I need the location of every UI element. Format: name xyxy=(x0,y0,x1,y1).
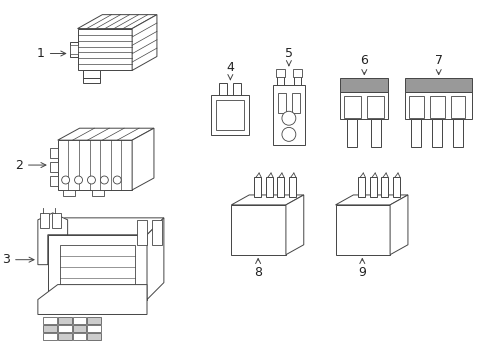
Circle shape xyxy=(113,176,121,184)
Circle shape xyxy=(282,127,295,141)
Bar xyxy=(340,78,387,92)
Bar xyxy=(370,119,380,147)
Bar xyxy=(408,96,423,118)
Bar xyxy=(72,318,86,324)
Bar xyxy=(288,177,295,197)
Polygon shape xyxy=(132,128,154,190)
Bar xyxy=(219,84,227,97)
Polygon shape xyxy=(231,195,303,205)
Bar xyxy=(152,220,162,245)
Bar xyxy=(358,177,365,197)
Bar xyxy=(72,333,86,340)
Bar xyxy=(429,96,444,118)
Polygon shape xyxy=(132,15,157,71)
Bar xyxy=(58,140,132,190)
Bar xyxy=(275,69,285,77)
Bar xyxy=(404,92,471,119)
Bar xyxy=(69,41,78,58)
Polygon shape xyxy=(147,218,163,300)
Bar xyxy=(58,325,71,332)
Bar xyxy=(335,205,389,255)
Bar xyxy=(410,119,420,147)
Polygon shape xyxy=(285,195,303,255)
Bar xyxy=(452,119,462,147)
Bar xyxy=(40,213,49,228)
Bar xyxy=(231,205,285,255)
Bar xyxy=(272,85,304,145)
Bar xyxy=(404,78,471,92)
Bar xyxy=(254,177,261,197)
Bar xyxy=(449,96,465,118)
Circle shape xyxy=(87,176,95,184)
Bar xyxy=(52,213,61,228)
Text: 8: 8 xyxy=(254,258,262,279)
Circle shape xyxy=(75,176,82,184)
Bar xyxy=(60,245,135,289)
Bar xyxy=(78,28,132,71)
Bar xyxy=(62,190,75,196)
Polygon shape xyxy=(38,213,67,265)
Bar xyxy=(380,177,387,197)
Bar xyxy=(292,69,301,77)
Bar xyxy=(43,333,57,340)
Bar xyxy=(87,318,101,324)
Circle shape xyxy=(61,176,69,184)
Polygon shape xyxy=(58,128,154,140)
Bar xyxy=(293,75,300,89)
Polygon shape xyxy=(389,195,407,255)
Text: 9: 9 xyxy=(358,258,366,279)
Bar xyxy=(58,318,71,324)
Bar xyxy=(216,100,244,130)
Bar xyxy=(69,45,78,54)
Bar xyxy=(72,325,86,332)
Bar xyxy=(276,177,284,197)
Bar xyxy=(43,318,57,324)
Bar xyxy=(265,177,272,197)
Bar xyxy=(233,84,241,97)
Bar xyxy=(50,176,58,186)
Bar xyxy=(82,78,100,84)
Bar xyxy=(276,75,284,89)
Text: 2: 2 xyxy=(15,158,46,172)
Circle shape xyxy=(100,176,108,184)
Text: 7: 7 xyxy=(434,54,442,75)
Bar xyxy=(344,96,361,118)
Bar xyxy=(431,119,441,147)
Bar xyxy=(291,93,299,113)
Bar xyxy=(211,95,249,135)
Polygon shape xyxy=(335,195,407,205)
Bar xyxy=(137,220,147,245)
Bar xyxy=(50,162,58,172)
Polygon shape xyxy=(38,285,147,315)
Polygon shape xyxy=(78,15,157,28)
Bar xyxy=(92,190,104,196)
Bar xyxy=(340,92,387,119)
Text: 3: 3 xyxy=(2,253,34,266)
Bar xyxy=(50,148,58,158)
Circle shape xyxy=(282,111,295,125)
Text: 1: 1 xyxy=(37,47,65,60)
Bar xyxy=(346,119,357,147)
Bar xyxy=(87,325,101,332)
Text: 6: 6 xyxy=(360,54,367,75)
Bar xyxy=(392,177,399,197)
Bar xyxy=(366,96,384,118)
Polygon shape xyxy=(48,218,163,235)
Bar xyxy=(82,71,100,78)
Bar xyxy=(277,93,285,113)
Bar xyxy=(369,177,376,197)
Bar xyxy=(43,325,57,332)
Text: 5: 5 xyxy=(285,47,292,66)
Text: 4: 4 xyxy=(226,61,234,80)
Bar xyxy=(58,333,71,340)
Bar xyxy=(87,333,101,340)
Bar xyxy=(48,235,147,300)
